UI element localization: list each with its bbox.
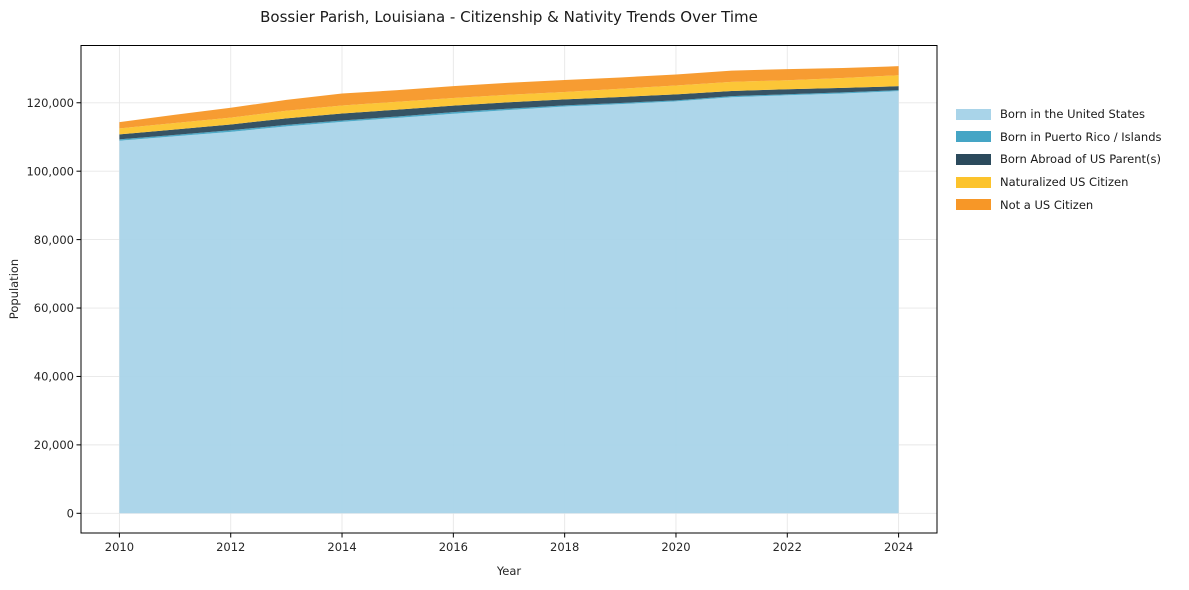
area-series-0 (119, 91, 899, 514)
legend-label-born-abroad: Born Abroad of US Parent(s) (1000, 152, 1161, 167)
area-series-4 (119, 66, 899, 129)
y-tick-label: 100,000 (26, 164, 74, 178)
legend-item-born-abroad: Born Abroad of US Parent(s) (956, 148, 1162, 171)
legend-label-born-us: Born in the United States (1000, 107, 1145, 122)
y-tick-label: 60,000 (34, 301, 74, 315)
x-axis-label: Year (496, 564, 522, 578)
x-tick-label: 2010 (105, 540, 134, 554)
area-series-3 (119, 75, 899, 135)
legend-item-puerto-rico-islands: Born in Puerto Rico / Islands (956, 126, 1162, 149)
x-tick-label: 2024 (884, 540, 913, 554)
legend-label-naturalized: Naturalized US Citizen (1000, 175, 1129, 190)
legend-label-not-citizen: Not a US Citizen (1000, 197, 1094, 212)
legend-swatch-born-abroad (956, 153, 991, 165)
y-axis-label: Population (7, 258, 21, 320)
x-tick-label: 2014 (327, 540, 356, 554)
x-tick-label: 2016 (439, 540, 468, 554)
legend-swatch-naturalized (956, 176, 991, 188)
chart-title: Bossier Parish, Louisiana - Citizenship … (260, 8, 758, 26)
y-tick-label: 80,000 (34, 233, 74, 247)
legend: Born in the United States Born in Puerto… (956, 103, 1162, 216)
legend-swatch-puerto-rico-islands (956, 131, 991, 143)
legend-label-puerto-rico-islands: Born in Puerto Rico / Islands (1000, 129, 1162, 144)
x-tick-label: 2018 (550, 540, 579, 554)
x-tick-label: 2012 (216, 540, 245, 554)
area-series-2 (119, 86, 899, 140)
y-tick-label: 40,000 (34, 370, 74, 384)
x-tick-label: 2020 (661, 540, 690, 554)
legend-swatch-born-us (956, 108, 991, 120)
legend-item-naturalized: Naturalized US Citizen (956, 171, 1162, 194)
legend-item-not-citizen: Not a US Citizen (956, 193, 1162, 216)
legend-swatch-not-citizen (956, 199, 991, 211)
y-tick-label: 120,000 (26, 96, 74, 110)
x-tick-label: 2022 (773, 540, 802, 554)
y-tick-label: 0 (67, 506, 74, 520)
axes-frame (80, 45, 938, 534)
legend-item-born-us: Born in the United States (956, 103, 1162, 126)
y-tick-label: 20,000 (34, 438, 74, 452)
